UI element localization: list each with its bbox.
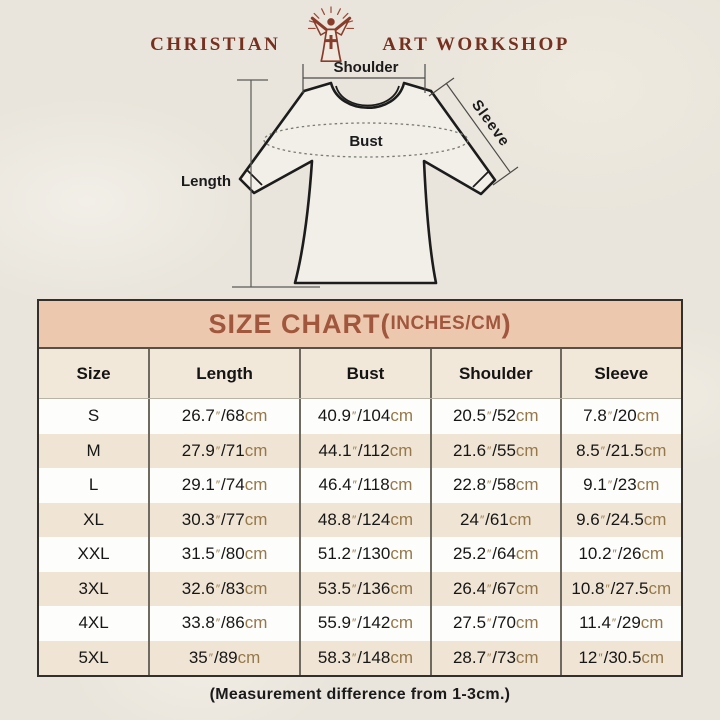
- column-header-size: Size: [76, 363, 111, 383]
- length-cell: 35 ″/89 cm: [148, 640, 299, 675]
- column-header-bust: Bust: [298, 349, 430, 398]
- shoulder-label: Shoulder: [333, 59, 398, 76]
- brand-logo: CHRISTIAN ART WORKSHOP: [0, 6, 720, 64]
- shoulder-cell: 24 ″/61 cm: [429, 502, 560, 537]
- sleeve-cell: 9.6 ″/24.5 cm: [559, 502, 681, 537]
- bust-cell: 55.9 ″/142 cm: [298, 606, 430, 641]
- size-cell: 4XL: [78, 613, 109, 633]
- length-measure-lines: [232, 79, 320, 288]
- sleeve-cell: 7.8 ″/20 cm: [559, 399, 681, 434]
- length-cell: 31.5 ″/80 cm: [148, 537, 299, 572]
- length-label: Length: [181, 173, 231, 190]
- column-header-length: Length: [148, 349, 299, 398]
- size-chart-title: SIZE CHART(INCHES/CM): [39, 301, 681, 349]
- size-cell: XXL: [77, 544, 110, 564]
- tshirt-measurement-diagram: Bust Shoulder Length Sleeve: [0, 52, 720, 297]
- table-row-xxl: XXL 31.5 ″/80 cm 51.2 ″/130 cm 25.2 ″/64 cm 10.2 ″ /…: [39, 537, 681, 572]
- length-cell: 30.3 ″/77 cm: [148, 502, 299, 537]
- shoulder-cell: 26.4 ″/67 cm: [429, 571, 560, 606]
- shoulder-cell: 20.5 ″/52 cm: [429, 399, 560, 434]
- shoulder-cell: 21.6 ″/55 cm: [429, 433, 560, 468]
- sleeve-cell: 12 ″/30.5 cm: [559, 640, 681, 675]
- table-row-5xl: 5XL 35 ″/89 cm 58.3 ″/148 cm 28.7 ″/73 cm 12 ″/30.5…: [39, 640, 681, 675]
- brand-name-left: CHRISTIAN: [150, 34, 281, 55]
- column-header-sleeve: Sleeve: [559, 349, 681, 398]
- brand-name-right: ART WORKSHOP: [382, 34, 570, 55]
- measurement-footnote: (Measurement difference from 1-3cm.): [209, 686, 511, 703]
- size-cell: L: [88, 475, 99, 495]
- bust-label-backing: [340, 131, 394, 149]
- jesus-open-arms-rays-icon: [288, 6, 374, 64]
- shoulder-cell: 25.2 ″/64 cm: [429, 537, 560, 572]
- size-chart-table: SIZE CHART(INCHES/CM) Size Length Bust Shou…: [37, 299, 683, 677]
- right-cuff-line: [472, 171, 489, 188]
- length-cell: 27.9 ″/71 cm: [148, 433, 299, 468]
- sleeve-cell: 8.5 ″/21.5 cm: [559, 433, 681, 468]
- size-chart-title-units: INCHES/CM: [390, 313, 502, 334]
- bust-cell: 48.8 ″/124 cm: [298, 502, 430, 537]
- sleeve-measure-lines: [428, 77, 519, 186]
- table-row-s: S 26.7 ″/68 cm 40.9 ″/104 cm 20.5 ″/52 cm 7.8 ″/20 c…: [39, 399, 681, 434]
- shoulder-cell: 28.7 ″/73 cm: [429, 640, 560, 675]
- tshirt-outline: [238, 81, 497, 285]
- column-header-shoulder: Shoulder: [429, 349, 560, 398]
- size-chart-title-main: SIZE CHART(: [208, 308, 391, 339]
- bust-cell: 44.1 ″/112 cm: [298, 433, 430, 468]
- size-cell: 3XL: [78, 578, 109, 598]
- sleeve-cell: 10.2 ″/26 cm: [559, 537, 681, 572]
- shoulder-cell: 27.5 ″/70 cm: [429, 606, 560, 641]
- table-row-xl: XL 30.3 ″/77 cm 48.8 ″/124 cm 24 ″/61 cm 9.6 ″/24.5…: [39, 502, 681, 537]
- left-cuff-line: [246, 169, 263, 186]
- bust-cell: 53.5 ″/136 cm: [298, 571, 430, 606]
- sleeve-cell: 10.8 ″/27.5 cm: [559, 571, 681, 606]
- size-chart-title-close: ): [501, 308, 512, 339]
- size-cell: M: [86, 440, 101, 460]
- bust-label: Bust: [349, 133, 382, 150]
- size-cell: XL: [83, 509, 104, 529]
- size-chart-header-row: Size Length Bust Shoulder Sleeve: [39, 349, 681, 399]
- bust-dotted-ellipse: [263, 122, 469, 158]
- length-cell: 26.7 ″/68 cm: [148, 399, 299, 434]
- shoulder-measure-lines: [302, 64, 426, 93]
- table-row-4xl: 4XL 33.8 ″/86 cm 55.9 ″/142 cm 27.5 ″/70 cm 11.4 ″ /…: [39, 606, 681, 641]
- length-cell: 29.1 ″/74 cm: [148, 468, 299, 503]
- bust-cell: 51.2 ″/130 cm: [298, 537, 430, 572]
- table-row-3xl: 3XL 32.6 ″/83 cm 53.5 ″/136 cm 26.4 ″/67 cm 10.8 ″ /…: [39, 571, 681, 606]
- sleeve-cell: 11.4 ″/29 cm: [559, 606, 681, 641]
- table-row-m: M 27.9 ″/71 cm 44.1 ″/112 cm 21.6 ″/55 cm 8.5 ″/21.…: [39, 433, 681, 468]
- bust-cell: 58.3 ″/148 cm: [298, 640, 430, 675]
- bust-cell: 40.9 ″/104 cm: [298, 399, 430, 434]
- shoulder-cell: 22.8 ″/58 cm: [429, 468, 560, 503]
- size-cell: 5XL: [78, 647, 109, 667]
- length-cell: 33.8 ″/86 cm: [148, 606, 299, 641]
- size-cell: S: [87, 406, 100, 426]
- table-row-l: L 29.1 ″/74 cm 46.4 ″/118 cm 22.8 ″/58 cm 9.1 ″/23 c…: [39, 468, 681, 503]
- collar-rib-line: [335, 85, 400, 107]
- bust-cell: 46.4 ″/118 cm: [298, 468, 430, 503]
- sleeve-cell: 9.1 ″/23 cm: [559, 468, 681, 503]
- length-cell: 32.6 ″/83 cm: [148, 571, 299, 606]
